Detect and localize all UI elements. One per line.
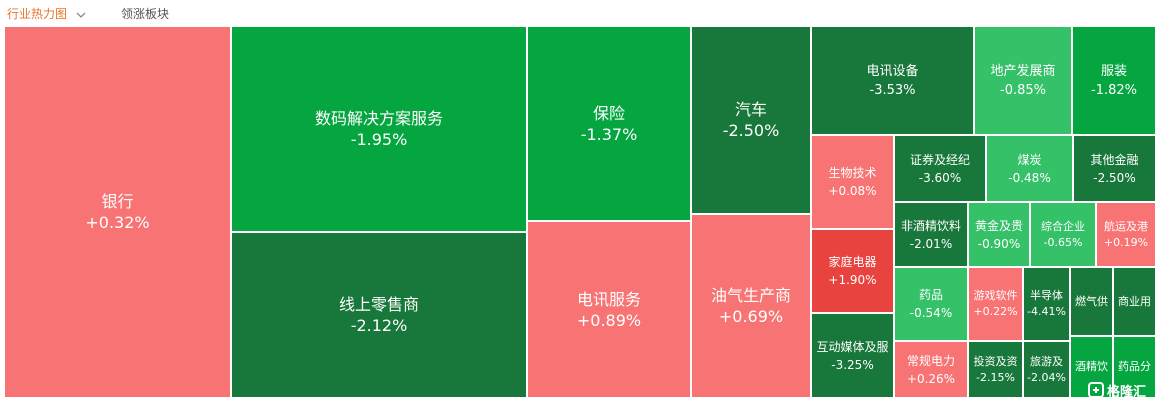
tile-name: 投资及资	[973, 354, 1018, 368]
tile-name: 生物技术	[828, 166, 877, 180]
tile-change: -2.04%	[1027, 370, 1066, 384]
tile-name: 汽车	[734, 100, 767, 119]
tile-gas-supply[interactable]: 燃气供	[1070, 267, 1113, 336]
tile-name: 电讯设备	[866, 63, 919, 79]
tile-name: 证券及经纪	[909, 152, 970, 167]
tile-name: 酒精饮	[1075, 360, 1108, 373]
tile-non-alcoholic-beverages[interactable]: 非酒精饮料 -2.01%	[894, 202, 968, 267]
tile-shipping-ports[interactable]: 航运及港 +0.19%	[1096, 202, 1156, 267]
tile-home-appliances[interactable]: 家庭电器 +1.90%	[811, 229, 894, 313]
tile-change: +0.22%	[973, 305, 1018, 318]
tab-leading-sectors[interactable]: 领涨板块	[121, 7, 170, 21]
tile-name: 线上零售商	[338, 295, 419, 314]
tile-change: +1.90%	[828, 273, 877, 287]
tile-coal[interactable]: 煤炭 -0.48%	[986, 135, 1073, 202]
tile-commercial[interactable]: 商业用	[1113, 267, 1156, 336]
tile-gold-precious[interactable]: 黄金及贵 -0.90%	[968, 202, 1030, 267]
tile-change: +0.32%	[85, 213, 150, 232]
tile-change: -2.12%	[350, 316, 408, 335]
tile-change: -0.90%	[977, 236, 1021, 251]
top-tab-bar: 行业热力图 领涨板块	[0, 0, 1161, 28]
chevron-down-icon[interactable]	[75, 9, 87, 21]
tile-name: 保险	[592, 103, 625, 123]
tab-industry-heatmap[interactable]: 行业热力图	[7, 6, 87, 22]
tile-name: 旅游及	[1030, 354, 1063, 368]
tile-alcoholic-beverages[interactable]: 酒精饮	[1070, 336, 1113, 398]
tile-name: 数码解决方案服务	[314, 109, 443, 128]
tile-digital-solutions[interactable]: 数码解决方案服务 -1.95%	[231, 26, 527, 232]
tile-conglomerates[interactable]: 综合企业 -0.65%	[1030, 202, 1096, 267]
tile-change: -3.25%	[831, 357, 874, 372]
tile-change: -0.48%	[1008, 170, 1051, 185]
tile-name: 服装	[1100, 63, 1127, 79]
tile-change: +0.69%	[718, 307, 784, 326]
tile-telecom-equipment[interactable]: 电讯设备 -3.53%	[811, 26, 974, 135]
tile-change: +0.26%	[906, 371, 956, 386]
tile-name: 电讯服务	[576, 289, 641, 309]
tile-change: -0.54%	[909, 306, 953, 320]
tile-name: 药品分	[1118, 360, 1151, 373]
tile-online-retail[interactable]: 线上零售商 -2.12%	[231, 232, 527, 398]
tile-name: 药品	[918, 288, 943, 302]
tile-securities[interactable]: 证券及经纪 -3.60%	[894, 135, 986, 202]
tile-change: -2.50%	[722, 121, 780, 140]
tile-name: 航运及港	[1104, 219, 1148, 233]
tile-name: 综合企业	[1041, 219, 1085, 233]
tile-name: 游戏软件	[973, 289, 1018, 302]
tile-change: +0.08%	[828, 184, 877, 198]
tile-oil-gas[interactable]: 油气生产商 +0.69%	[691, 214, 811, 398]
tile-name: 其他金融	[1090, 152, 1139, 167]
tile-change: +0.19%	[1103, 235, 1149, 249]
tile-name: 燃气供	[1075, 294, 1108, 308]
tile-apparel[interactable]: 服装 -1.82%	[1072, 26, 1156, 135]
tile-other-finance[interactable]: 其他金融 -2.50%	[1073, 135, 1156, 202]
tile-investment-assets[interactable]: 投资及资 -2.15%	[968, 341, 1023, 398]
tile-semiconductors[interactable]: 半导体 -4.41%	[1023, 267, 1070, 341]
tile-name: 油气生产商	[710, 286, 791, 305]
tile-name: 非酒精饮料	[900, 218, 961, 233]
tile-change: -1.82%	[1091, 82, 1137, 98]
tile-name: 银行	[101, 192, 134, 211]
tile-name: 黄金及贵	[974, 218, 1023, 233]
tile-pharma-distribution[interactable]: 药品分	[1113, 336, 1156, 398]
tile-travel[interactable]: 旅游及 -2.04%	[1023, 341, 1070, 398]
tile-change: +0.89%	[576, 310, 642, 330]
tile-telecom-services[interactable]: 电讯服务 +0.89%	[527, 221, 691, 398]
tile-interactive-media[interactable]: 互动媒体及服 -3.25%	[811, 313, 894, 398]
tile-name: 地产发展商	[990, 63, 1056, 79]
tile-name: 半导体	[1030, 289, 1063, 302]
tile-change: -1.37%	[580, 124, 638, 144]
tile-change: -3.60%	[918, 170, 962, 185]
tile-pharmaceuticals[interactable]: 药品 -0.54%	[894, 267, 968, 341]
tile-name: 商业用	[1118, 294, 1151, 308]
tile-change: -2.01%	[909, 236, 953, 251]
tile-conventional-power[interactable]: 常规电力 +0.26%	[894, 341, 968, 398]
tile-name: 煤炭	[1017, 152, 1042, 167]
tile-change: -2.50%	[1093, 170, 1136, 185]
tile-biotech[interactable]: 生物技术 +0.08%	[811, 135, 894, 229]
tile-change: -1.95%	[350, 130, 408, 149]
tab-industry-heatmap-label: 行业热力图	[7, 7, 68, 21]
tile-change: -4.41%	[1027, 305, 1066, 318]
tile-autos[interactable]: 汽车 -2.50%	[691, 26, 811, 214]
tile-insurance[interactable]: 保险 -1.37%	[527, 26, 691, 221]
tile-banking[interactable]: 银行 +0.32%	[4, 26, 231, 398]
tile-name: 互动媒体及服	[816, 339, 889, 354]
tile-change: -3.53%	[869, 82, 916, 98]
tile-change: -2.15%	[976, 370, 1015, 384]
tile-game-software[interactable]: 游戏软件 +0.22%	[968, 267, 1023, 341]
tile-change: -0.65%	[1043, 235, 1083, 249]
tile-name: 家庭电器	[828, 255, 877, 269]
tile-change: -0.85%	[1000, 82, 1046, 98]
tile-property-developers[interactable]: 地产发展商 -0.85%	[974, 26, 1072, 135]
tile-name: 常规电力	[906, 353, 955, 368]
